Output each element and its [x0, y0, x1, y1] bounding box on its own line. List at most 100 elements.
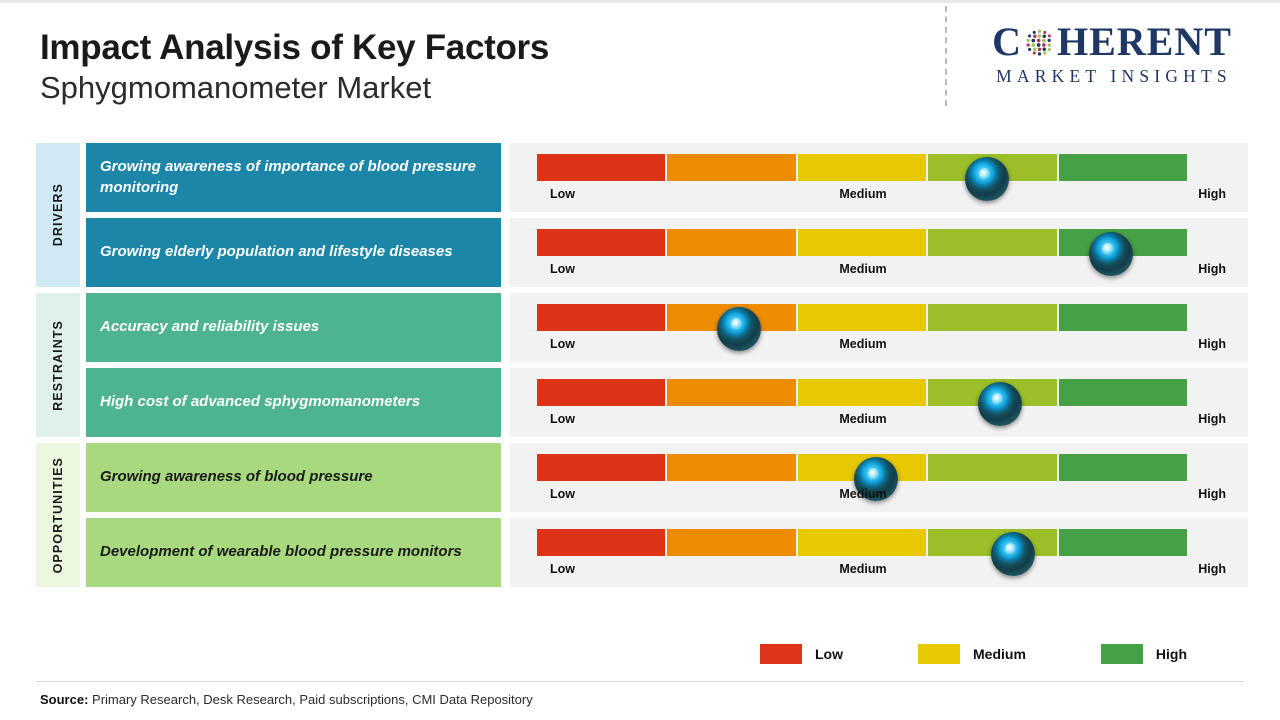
category-group-restraints: RESTRAINTS Accuracy and reliability issu…	[36, 293, 1248, 437]
scale-label-low: Low	[550, 487, 575, 501]
table-row: Growing elderly population and lifestyle…	[86, 218, 1248, 287]
gauge-segment-5	[1058, 229, 1188, 256]
gauge-scale: Low Medium High	[537, 337, 1226, 357]
gauge-segment-1	[537, 154, 666, 181]
gauge-bar	[537, 304, 1189, 351]
table-row: Growing awareness of blood pressure Low …	[86, 443, 1248, 512]
scale-label-medium: Medium	[839, 262, 887, 276]
gauge-segment-2	[667, 454, 796, 481]
category-label-opportunities: OPPORTUNITIES	[51, 456, 65, 574]
header-dashed-divider	[945, 6, 947, 106]
factor-label: High cost of advanced sphygmomanometers	[86, 368, 501, 437]
scale-label-low: Low	[550, 187, 575, 201]
gauge-panel: Low Medium High	[510, 518, 1248, 587]
logo-letter-c: C	[992, 19, 1022, 64]
gauge-segment-2	[667, 154, 796, 181]
company-logo: C	[962, 22, 1262, 87]
gauge-panel: Low Medium High	[510, 293, 1248, 362]
legend-item-medium: Medium	[918, 644, 1026, 664]
gauge-panel: Low Medium High	[510, 143, 1248, 212]
gauge-segment-5	[1058, 379, 1188, 406]
gauge-segment-5	[1058, 154, 1188, 181]
factor-label: Growing awareness of importance of blood…	[86, 143, 501, 212]
scale-label-high: High	[1198, 187, 1226, 201]
dotted-globe-icon	[1023, 26, 1056, 59]
scale-label-medium: Medium	[839, 487, 887, 501]
category-tab-drivers: DRIVERS	[36, 143, 80, 287]
rows-restraints: Accuracy and reliability issues Low Medi…	[86, 293, 1248, 437]
gauge-segment-1	[537, 304, 666, 331]
rows-opportunities: Growing awareness of blood pressure Low …	[86, 443, 1248, 587]
gauge-segment-1	[537, 529, 666, 556]
table-row: High cost of advanced sphygmomanometers …	[86, 368, 1248, 437]
factor-label: Development of wearable blood pressure m…	[86, 518, 501, 587]
gauge-segment-2	[667, 379, 796, 406]
source-note: Source: Primary Research, Desk Research,…	[40, 692, 533, 707]
gauge-segment-4	[928, 454, 1057, 481]
factor-label: Accuracy and reliability issues	[86, 293, 501, 362]
scale-label-low: Low	[550, 262, 575, 276]
legend-swatch-low	[760, 644, 802, 664]
scale-label-low: Low	[550, 337, 575, 351]
gauge-panel: Low Medium High	[510, 218, 1248, 287]
scale-label-high: High	[1198, 487, 1226, 501]
page-header: Impact Analysis of Key Factors Sphygmoma…	[40, 28, 900, 107]
gauge-segment-4	[928, 229, 1057, 256]
gauge-segment-1	[537, 454, 666, 481]
category-label-drivers: DRIVERS	[51, 183, 65, 247]
category-label-restraints: RESTRAINTS	[51, 319, 65, 411]
gauge-segment-3	[797, 154, 927, 181]
scale-label-medium: Medium	[839, 562, 887, 576]
logo-wordmark: C	[962, 22, 1262, 62]
legend-label-medium: Medium	[973, 646, 1026, 662]
gauge-segment-3	[797, 529, 927, 556]
scale-label-low: Low	[550, 562, 575, 576]
footer-divider	[36, 681, 1244, 682]
table-row: Accuracy and reliability issues Low Medi…	[86, 293, 1248, 362]
gauge-segment-3	[797, 454, 927, 481]
gauge-panel: Low Medium High	[510, 443, 1248, 512]
gauge-bar	[537, 529, 1189, 576]
factor-label: Growing elderly population and lifestyle…	[86, 218, 501, 287]
gauge-segment-4	[928, 154, 1057, 181]
gauge-scale: Low Medium High	[537, 412, 1226, 432]
table-row: Growing awareness of importance of blood…	[86, 143, 1248, 212]
legend-swatch-high	[1100, 644, 1143, 664]
gauge-segment-3	[797, 229, 927, 256]
category-group-drivers: DRIVERS Growing awareness of importance …	[36, 143, 1248, 287]
page-subtitle: Sphygmomanometer Market	[40, 70, 432, 106]
scale-label-medium: Medium	[839, 412, 887, 426]
gauge-segment-5	[1058, 304, 1188, 331]
gauge-segment-3	[797, 304, 927, 331]
gauge-segment-5	[1058, 454, 1188, 481]
gauge-bar	[537, 454, 1189, 501]
gauge-scale: Low Medium High	[537, 562, 1226, 582]
gauge-segment-4	[928, 379, 1057, 406]
scale-label-medium: Medium	[839, 337, 887, 351]
legend-item-low: Low	[760, 644, 843, 664]
gauge-segment-4	[928, 304, 1057, 331]
chart-legend: Low Medium High	[760, 644, 1230, 664]
category-tab-restraints: RESTRAINTS	[36, 293, 80, 437]
scale-label-low: Low	[550, 412, 575, 426]
gauge-bar	[537, 229, 1189, 276]
gauge-panel: Low Medium High	[510, 368, 1248, 437]
scale-label-high: High	[1198, 412, 1226, 426]
gauge-scale: Low Medium High	[537, 187, 1226, 207]
logo-tagline: MARKET INSIGHTS	[996, 66, 1232, 86]
gauge-segment-4	[928, 529, 1057, 556]
gauge-bar	[537, 154, 1189, 201]
logo-letters-herent: HERENT	[1056, 19, 1232, 64]
table-row: Development of wearable blood pressure m…	[86, 518, 1248, 587]
scale-label-high: High	[1198, 337, 1226, 351]
rows-drivers: Growing awareness of importance of blood…	[86, 143, 1248, 287]
source-label: Source:	[40, 692, 89, 707]
page-title: Impact Analysis of Key Factors	[40, 28, 550, 67]
impact-matrix: DRIVERS Growing awareness of importance …	[36, 143, 1248, 587]
scale-label-high: High	[1198, 562, 1226, 576]
scale-label-high: High	[1198, 262, 1226, 276]
legend-label-low: Low	[815, 646, 843, 662]
gauge-segment-3	[797, 379, 927, 406]
gauge-segment-2	[667, 529, 796, 556]
